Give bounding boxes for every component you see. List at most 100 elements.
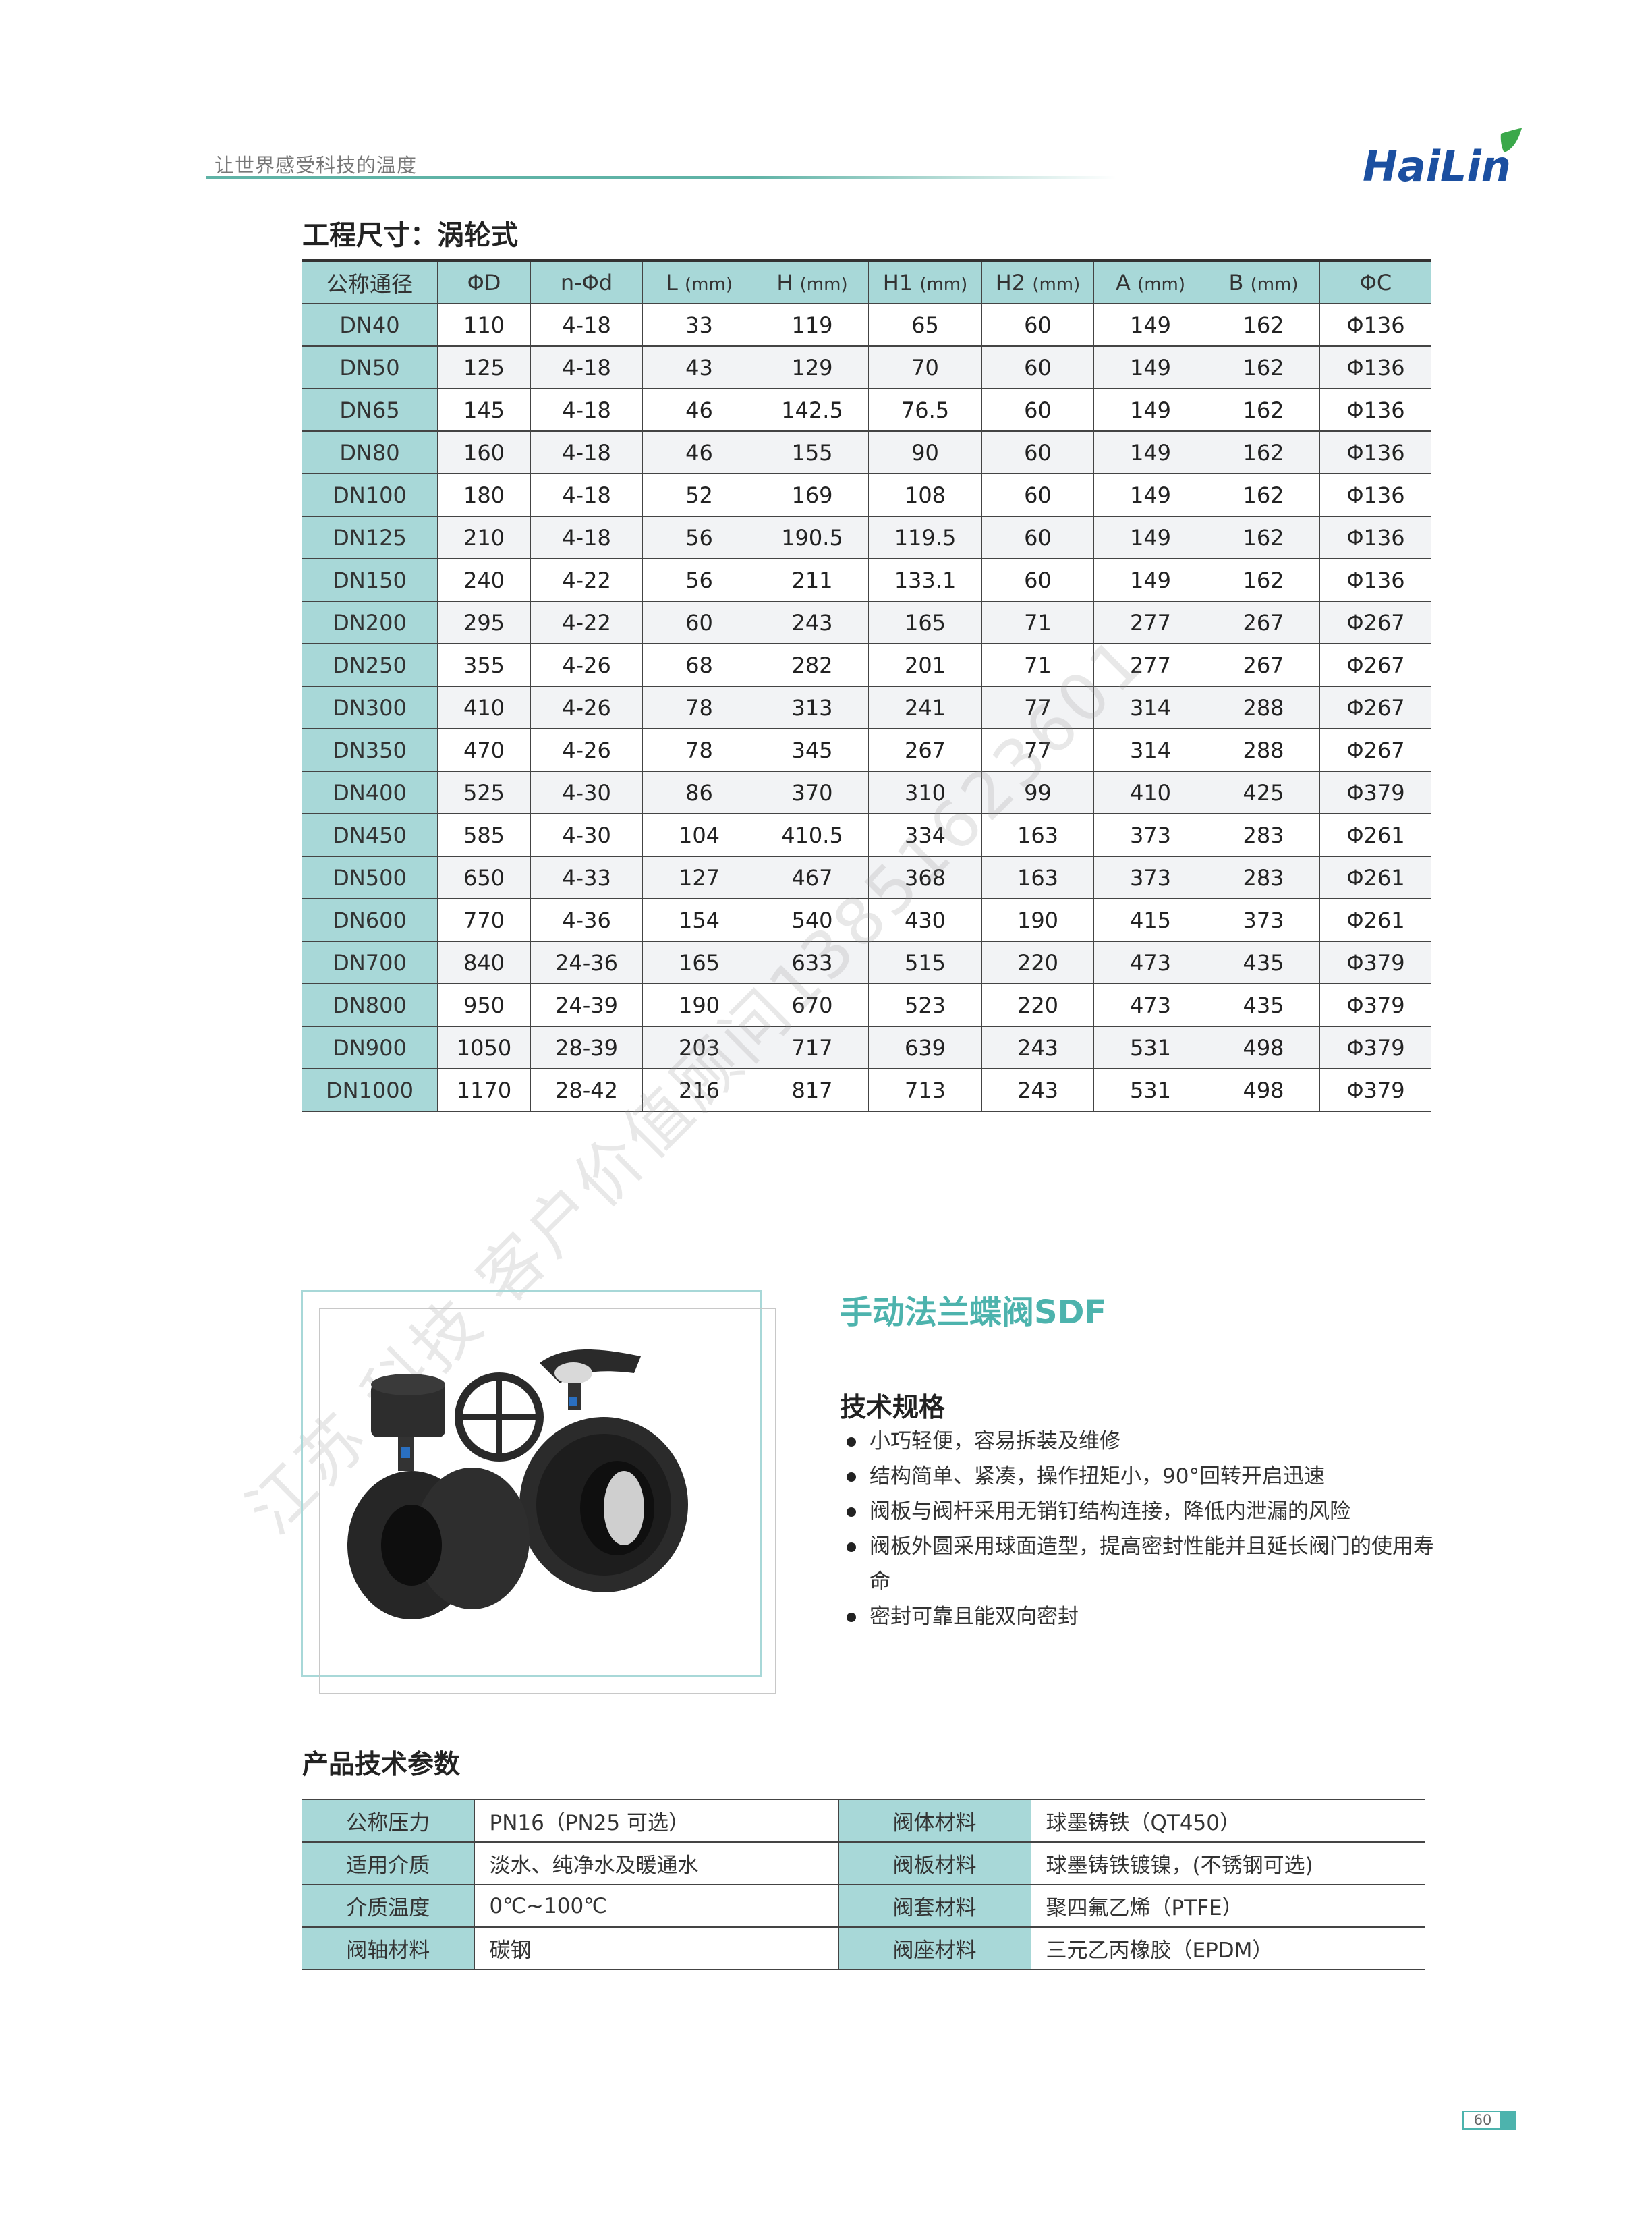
table-cell: 104: [642, 814, 756, 857]
table-cell: 4-18: [530, 389, 643, 432]
table-cell: 355: [437, 644, 531, 687]
page-number: 60: [1462, 2111, 1503, 2130]
gear-valve-image: [347, 1372, 544, 1619]
table-cell: 163: [981, 856, 1094, 899]
table-cell: 243: [756, 601, 869, 644]
table-cell: 240: [437, 559, 531, 602]
table-row: DN125 210 4-18 56 190.5 119.5 60 149 162 Φ136: [302, 516, 1431, 559]
table-cell: Φ379: [1319, 941, 1431, 984]
table-cell: 142.5: [756, 389, 869, 432]
column-unit: (mm): [685, 274, 733, 295]
table-cell: 190: [642, 984, 756, 1027]
spec-item: 结构简单、紧凑，操作扭矩小，90°回转开启迅速: [847, 1459, 1440, 1494]
table-cell: 288: [1207, 729, 1320, 772]
param-row: 公称压力 PN16（PN25 可选） 阀体材料 球墨铸铁（QT450）: [302, 1800, 1425, 1843]
column-header: ΦC: [1319, 260, 1431, 304]
table-cell: 243: [981, 1026, 1094, 1069]
table-cell: 127: [642, 856, 756, 899]
butterfly-valve-photo: [347, 1349, 688, 1619]
table-cell: 373: [1093, 856, 1207, 899]
table-cell: 1050: [437, 1026, 531, 1069]
table-cell: 60: [981, 516, 1094, 559]
table-cell: 314: [1093, 686, 1207, 729]
table-cell: 78: [642, 729, 756, 772]
nominal-diameter-cell: DN350: [302, 729, 438, 772]
param-value: 0℃~100℃: [474, 1885, 839, 1928]
spec-item: 阀板外圆采用球面造型，提高密封性能并且延长阀门的使用寿命: [847, 1529, 1440, 1599]
table-cell: 162: [1207, 431, 1320, 474]
table-cell: 77: [981, 686, 1094, 729]
table-cell: 267: [1207, 601, 1320, 644]
table-cell: 277: [1093, 644, 1207, 687]
table-cell: Φ261: [1319, 814, 1431, 857]
table-cell: 165: [642, 941, 756, 984]
table-row: DN1000 1170 28-42 216 817 713 243 531 498 Φ379: [302, 1069, 1431, 1112]
table-row: DN65 145 4-18 46 142.5 76.5 60 149 162 Φ136: [302, 389, 1431, 432]
param-label: 公称压力: [302, 1800, 474, 1843]
table-cell: 4-22: [530, 601, 643, 644]
table-cell: 4-26: [530, 644, 643, 687]
table-row: DN400 525 4-30 86 370 310 99 410 425 Φ379: [302, 771, 1431, 814]
table-cell: 76.5: [868, 389, 982, 432]
table-cell: Φ136: [1319, 474, 1431, 517]
table-cell: 840: [437, 941, 531, 984]
table-cell: 119: [756, 304, 869, 347]
nominal-diameter-cell: DN150: [302, 559, 438, 602]
table-cell: 282: [756, 644, 869, 687]
table-cell: 154: [642, 899, 756, 942]
table-cell: 163: [981, 814, 1094, 857]
table-cell: 149: [1093, 431, 1207, 474]
table-cell: 345: [756, 729, 869, 772]
table-row: DN150 240 4-22 56 211 133.1 60 149 162 Φ136: [302, 559, 1431, 602]
table-cell: 4-33: [530, 856, 643, 899]
column-label: B: [1228, 269, 1244, 296]
table-cell: 110: [437, 304, 531, 347]
dimensions-title: 工程尺寸：涡轮式: [302, 220, 518, 251]
table-cell: 70: [868, 346, 982, 389]
table-cell: 119.5: [868, 516, 982, 559]
table-cell: 277: [1093, 601, 1207, 644]
param-label: 介质温度: [302, 1885, 474, 1928]
nominal-diameter-cell: DN250: [302, 644, 438, 687]
table-row: DN40 110 4-18 33 119 65 60 149 162 Φ136: [302, 304, 1431, 347]
table-cell: 670: [756, 984, 869, 1027]
table-cell: 56: [642, 516, 756, 559]
table-cell: Φ379: [1319, 771, 1431, 814]
table-cell: 162: [1207, 346, 1320, 389]
table-cell: 71: [981, 644, 1094, 687]
table-cell: 4-26: [530, 686, 643, 729]
table-cell: 169: [756, 474, 869, 517]
table-row: DN250 355 4-26 68 282 201 71 277 267 Φ267: [302, 644, 1431, 687]
nominal-diameter-cell: DN500: [302, 856, 438, 899]
spec-item: 密封可靠且能双向密封: [847, 1599, 1440, 1634]
column-label: ΦD: [467, 269, 501, 296]
table-cell: 368: [868, 856, 982, 899]
table-cell: 425: [1207, 771, 1320, 814]
table-cell: 60: [981, 431, 1094, 474]
table-cell: 162: [1207, 559, 1320, 602]
param-label: 阀体材料: [838, 1800, 1031, 1843]
leaf-icon: [1500, 128, 1522, 152]
table-cell: Φ136: [1319, 559, 1431, 602]
nominal-diameter-cell: DN600: [302, 899, 438, 942]
table-cell: 46: [642, 431, 756, 474]
table-cell: 410.5: [756, 814, 869, 857]
column-label: H: [776, 269, 793, 296]
table-cell: 165: [868, 601, 982, 644]
table-row: DN900 1050 28-39 203 717 639 243 531 498 Φ379: [302, 1026, 1431, 1069]
table-cell: Φ379: [1319, 1069, 1431, 1112]
table-cell: Φ261: [1319, 856, 1431, 899]
table-cell: 24-39: [530, 984, 643, 1027]
table-cell: 770: [437, 899, 531, 942]
table-cell: 531: [1093, 1026, 1207, 1069]
table-cell: 4-22: [530, 559, 643, 602]
table-cell: 817: [756, 1069, 869, 1112]
table-cell: 283: [1207, 814, 1320, 857]
table-cell: 180: [437, 474, 531, 517]
param-label: 阀轴材料: [302, 1927, 474, 1970]
table-cell: 149: [1093, 559, 1207, 602]
table-cell: Φ136: [1319, 516, 1431, 559]
table-cell: 267: [1207, 644, 1320, 687]
photo-frame-inner: [319, 1308, 776, 1694]
param-row: 介质温度 0℃~100℃ 阀套材料 聚四氟乙烯（PTFE）: [302, 1885, 1425, 1928]
